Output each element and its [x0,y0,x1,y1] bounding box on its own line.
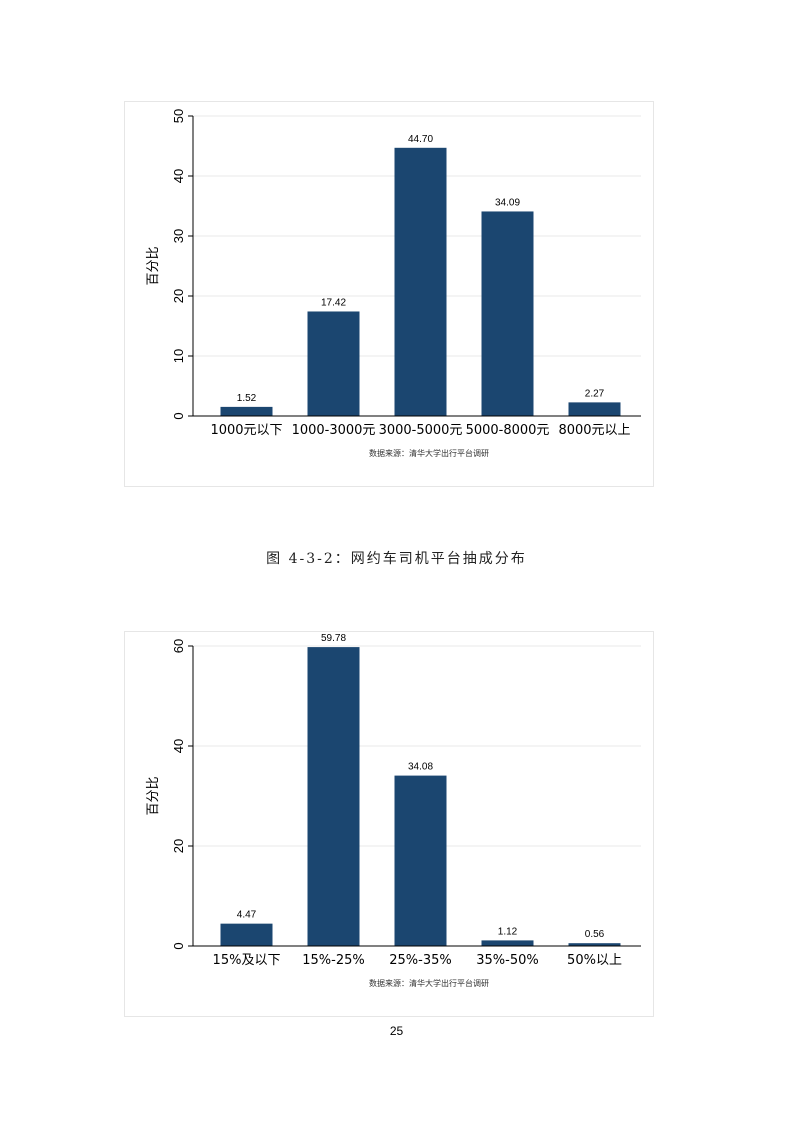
chart-income-distribution: 1.52 1000元以下 17.42 1000-3000元 44.70 3000-5000… [124,101,654,487]
source-note: 数据来源：清华大学出行平台调研 [369,448,489,458]
data-label: 44.70 [408,134,433,145]
y-axis-label: 百分比 [146,246,161,285]
y-tick-label: 20 [171,839,186,853]
x-tick-label: 50%以上 [567,953,622,968]
y-tick-label: 40 [171,739,186,753]
y-tick-label: 60 [171,639,186,653]
page-number: 25 [389,1024,404,1038]
x-tick-label: 5000-8000元 [466,423,550,438]
x-tick-label: 1000元以下 [210,423,282,438]
data-label: 34.09 [495,197,520,208]
bar [307,311,360,416]
y-axis-label: 百分比 [146,776,161,815]
x-tick-label: 8000元以上 [558,423,630,438]
bar [394,147,447,417]
x-tick-label: 15%-25% [302,953,364,968]
y-tick-label: 50 [171,109,186,123]
bar [394,775,447,946]
x-tick-label: 35%-50% [476,953,538,968]
y-tick-label: 0 [171,412,186,419]
chart-income-svg: 1.52 1000元以下 17.42 1000-3000元 44.70 3000-5000… [146,109,641,458]
bar [220,923,273,946]
bar [481,211,534,416]
data-label: 1.12 [498,926,518,937]
data-label: 34.08 [408,762,433,773]
x-tick-label: 15%及以下 [213,953,281,968]
x-tick-label: 3000-5000元 [379,423,463,438]
data-label: 2.27 [585,388,605,399]
bar [481,940,534,946]
y-tick-label: 0 [171,942,186,949]
bar [307,647,360,946]
chart-commission-svg: 4.47 15%及以下 59.78 15%-25% 34.08 25%-35% 1.12 35… [146,633,641,988]
data-label: 17.42 [321,297,346,308]
data-label: 4.47 [237,910,257,921]
x-tick-label: 25%-35% [389,953,451,968]
y-tick-label: 10 [171,349,186,363]
y-tick-label: 40 [171,169,186,183]
y-tick-label: 20 [171,289,186,303]
y-tick-label: 30 [171,229,186,243]
data-label: 1.52 [237,393,257,404]
x-tick-label: 1000-3000元 [292,423,376,438]
source-note: 数据来源：清华大学出行平台调研 [369,978,489,988]
figure-caption: 图 4-3-2：网约车司机平台抽成分布 [266,551,527,567]
data-label: 0.56 [585,929,605,940]
chart-commission-distribution: 4.47 15%及以下 59.78 15%-25% 34.08 25%-35% 1.12 35… [124,631,654,1017]
bar [568,943,621,946]
bar [568,402,621,416]
bar [220,406,273,416]
data-label: 59.78 [321,633,346,644]
